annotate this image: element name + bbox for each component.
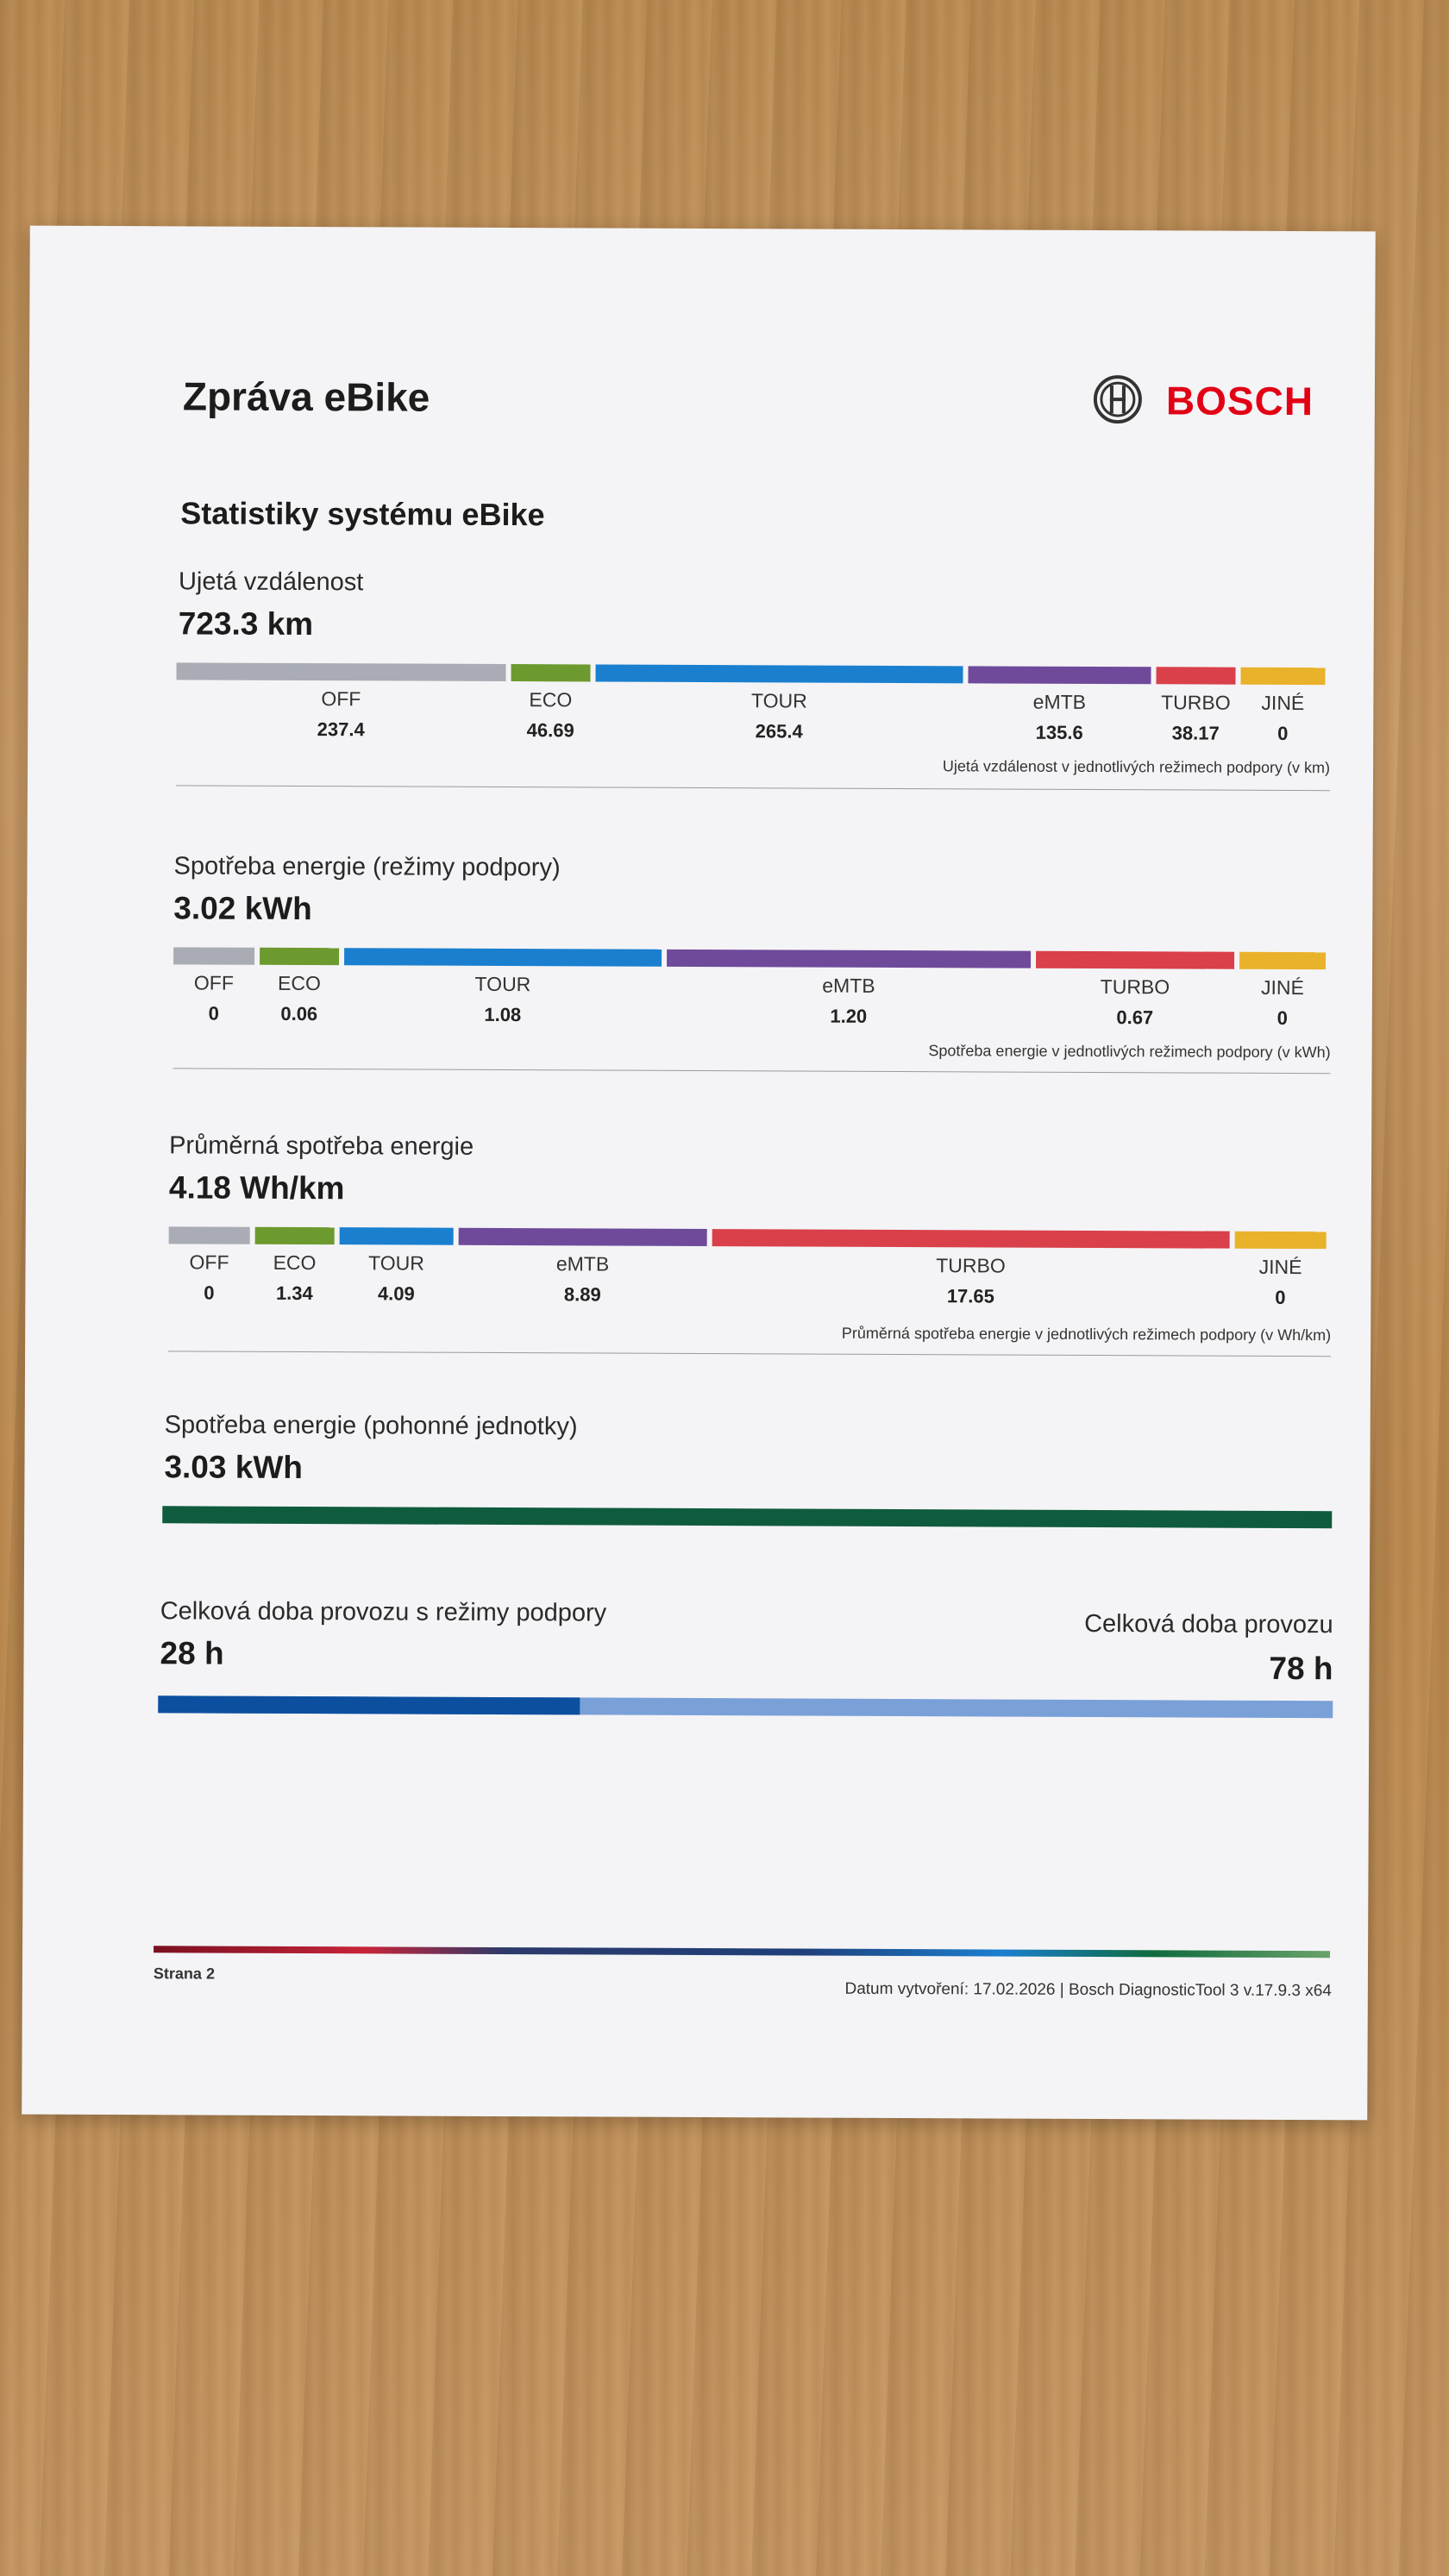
bar-segment-off [168,1226,250,1244]
mode-value-jine: 0 [1277,722,1289,744]
bar-segment-turbo [712,1229,1230,1249]
bar-segment-jine [1234,1231,1327,1250]
bar-segment-eco [254,1226,335,1245]
bar-segment-tour [339,1227,454,1245]
bosch-logo-icon [1092,373,1144,425]
bar-segment-off [176,662,506,682]
assist-time-label: Celková doba provozu s režimy podpory [160,1597,607,1627]
divider [168,1351,1332,1357]
drive-unit-bar [162,1506,1333,1529]
distance-total: 723.3 km [178,605,314,642]
distance-label: Ujetá vzdálenost [178,567,364,597]
footer-info: Datum vytvoření: 17.02.2026 | Bosch Diag… [844,1979,1332,2001]
avg-energy-total: 4.18 Wh/km [168,1169,345,1207]
bar-segment-jine [1239,951,1327,970]
bosch-logo-text: BOSCH [1165,378,1314,424]
energy-modes-label: Spotřeba energie (režimy podpory) [173,852,561,882]
section-title: Statistiky systému eBike [180,495,545,533]
bar-segment-turbo [1156,667,1236,685]
bar-segment-turbo [1036,950,1235,969]
mode-value-emtb: 8.89 [563,1283,601,1306]
bar-segment-tour [344,948,662,967]
mode-label-emtb: eMTB [1032,690,1087,713]
mode-value-tour: 265.4 [755,720,803,743]
drive-unit-label: Spotřeba energie (pohonné jednotky) [164,1411,578,1441]
bar-segment-eco [260,947,340,966]
mode-label-jine: JINÉ [1258,1255,1302,1279]
mode-value-off: 0 [204,1282,215,1304]
bar-segment-eco [511,664,591,682]
report-page: Zpráva eBike BOSCH Statistiky systému eB… [22,225,1376,2121]
mode-label-tour: TOUR [750,689,807,712]
total-time-label: Celková doba provozu [1084,1609,1333,1639]
mode-label-eco: ECO [273,1250,317,1275]
divider [175,785,1330,792]
mode-value-eco: 1.34 [275,1282,313,1305]
distance-bar [176,662,1330,686]
mode-value-tour: 4.09 [377,1282,415,1305]
operating-time-bar [158,1695,1333,1719]
bar-segment-emtb [968,666,1151,685]
mode-value-turbo: 0.67 [1116,1006,1154,1029]
bar-segment-emtb [458,1227,707,1247]
bar-segment-emtb [667,949,1032,968]
bar-segment-off [173,947,255,965]
energy-modes-note: Spotřeba energie v jednotlivých režimech… [928,1042,1331,1062]
mode-label-emtb: eMTB [555,1252,610,1275]
mode-value-eco: 46.69 [526,719,574,742]
avg-energy-bar [168,1226,1332,1250]
page-number: Strana 2 [153,1965,216,1983]
distance-note: Ujetá vzdálenost v jednotlivých režimech… [942,757,1331,777]
mode-label-eco: ECO [277,971,321,995]
mode-value-turbo: 38.17 [1171,722,1220,744]
mode-value-jine: 0 [1276,1006,1288,1029]
avg-energy-note: Průměrná spotřeba energie v jednotlivých… [841,1324,1332,1344]
mode-label-turbo: TURBO [936,1254,1006,1277]
mode-value-off: 237.4 [317,718,365,741]
footer-color-stripe [154,1946,1331,1959]
mode-label-eco: ECO [529,688,573,711]
mode-label-turbo: TURBO [1161,691,1231,714]
mode-label-tour: TOUR [368,1251,424,1275]
mode-value-turbo: 17.65 [946,1285,994,1307]
mode-value-off: 0 [208,1002,219,1025]
mode-value-eco: 0.06 [280,1002,318,1025]
mode-label-jine: JINÉ [1260,975,1304,1000]
mode-value-jine: 0 [1275,1286,1286,1308]
assist-time-value: 28 h [160,1635,224,1671]
energy-modes-total: 3.02 kWh [173,890,312,927]
mode-label-tour: TOUR [474,972,531,996]
mode-value-emtb: 135.6 [1035,721,1083,743]
avg-energy-label: Průměrná spotřeba energie [169,1131,474,1161]
total-time-value: 78 h [1269,1650,1333,1687]
mode-value-tour: 1.08 [484,1003,522,1026]
mode-label-emtb: eMTB [822,974,875,997]
mode-label-off: OFF [189,1250,229,1274]
energy-modes-bar [173,947,1331,970]
bar-segment-jine [1240,667,1326,686]
mode-label-turbo: TURBO [1100,975,1170,999]
mode-value-emtb: 1.20 [830,1005,868,1027]
report-title: Zpráva eBike [182,373,430,420]
mode-label-off: OFF [321,687,361,711]
drive-unit-total: 3.03 kWh [164,1449,304,1485]
mode-label-off: OFF [193,971,235,994]
bar-segment-drive-unit [162,1506,1333,1529]
bar-segment-assist-time [158,1695,580,1715]
mode-label-jine: JINÉ [1261,691,1305,715]
bar-segment-tour [595,664,963,684]
divider [172,1068,1331,1075]
